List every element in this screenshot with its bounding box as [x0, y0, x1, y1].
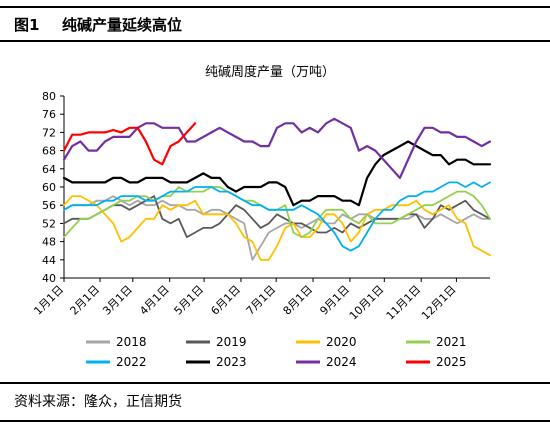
- x-tick-label: 2月1日: [68, 283, 103, 318]
- figure-header: 图1 纯碱产量延续高位: [0, 0, 550, 42]
- x-tick-label: 4月1日: [137, 283, 172, 318]
- figure-label: 图1: [14, 16, 40, 34]
- figure-title: 纯碱产量延续高位: [62, 16, 183, 34]
- source-note: 资料来源：隆众，正信期货: [14, 394, 182, 410]
- series-line-2024: [62, 117, 492, 179]
- x-tick-label: 5月1日: [172, 283, 207, 318]
- y-tick-label: 40: [42, 272, 56, 285]
- y-tick-label: 48: [42, 236, 56, 249]
- x-tick-label: 8月1日: [281, 283, 316, 318]
- series-line-2022: [63, 181, 491, 252]
- y-tick-label: 72: [42, 126, 56, 139]
- legend-label-2023: 2023: [216, 355, 247, 369]
- legend-label-2019: 2019: [216, 335, 247, 349]
- y-tick-label: 76: [42, 108, 56, 121]
- y-tick-label: 52: [42, 217, 56, 230]
- series-line-2020: [63, 195, 491, 261]
- series-layer: [62, 117, 492, 261]
- figure-footer: 资料来源：隆众，正信期货: [0, 382, 550, 430]
- x-tick-label: 1月1日: [31, 283, 66, 318]
- series-line-2021: [63, 186, 491, 239]
- x-tick-label: 10月1日: [347, 283, 387, 323]
- legend-label-2022: 2022: [116, 355, 147, 369]
- legend-label-2024: 2024: [326, 355, 357, 369]
- series-line-2018: [63, 195, 491, 261]
- legend-label-2020: 2020: [326, 335, 357, 349]
- y-tick-label: 60: [42, 181, 56, 194]
- legend-label-2021: 2021: [436, 335, 467, 349]
- line-chart: 纯碱周度产量（万吨） 40 44 48 52 56 60 64 68 72 76 80 1月1日 2月1…: [31, 64, 492, 369]
- series-line-2023: [62, 140, 492, 207]
- x-tick-label: 6月1日: [208, 283, 243, 318]
- legend-label-2025: 2025: [436, 355, 467, 369]
- x-tick-label: 3月1日: [100, 283, 135, 318]
- chart-container: 纯碱周度产量（万吨） 40 44 48 52 56 60 64 68 72 76 80 1月1日 2月1…: [0, 44, 550, 380]
- header-top-rule: [0, 6, 550, 8]
- y-tick-label: 56: [42, 199, 56, 212]
- y-tick-label: 68: [42, 145, 56, 158]
- x-tick-label: 12月1日: [419, 283, 459, 323]
- footer-top-rule: [0, 382, 550, 384]
- footer-bottom-rule: [0, 420, 550, 422]
- series-line-2025: [62, 122, 197, 166]
- x-tick-label: 7月1日: [244, 283, 279, 318]
- legend: 2018 2019 2020 2021 2022 2023 2024 2025: [86, 335, 467, 369]
- header-bottom-rule: [0, 40, 550, 42]
- legend-label-2018: 2018: [116, 335, 147, 349]
- chart-title: 纯碱周度产量（万吨）: [205, 64, 335, 80]
- y-tick-label: 64: [42, 163, 56, 176]
- series-line-2019: [63, 195, 491, 239]
- x-tick-label: 11月1日: [384, 283, 424, 323]
- y-tick-label: 44: [42, 254, 56, 267]
- y-tick-label: 80: [42, 90, 56, 103]
